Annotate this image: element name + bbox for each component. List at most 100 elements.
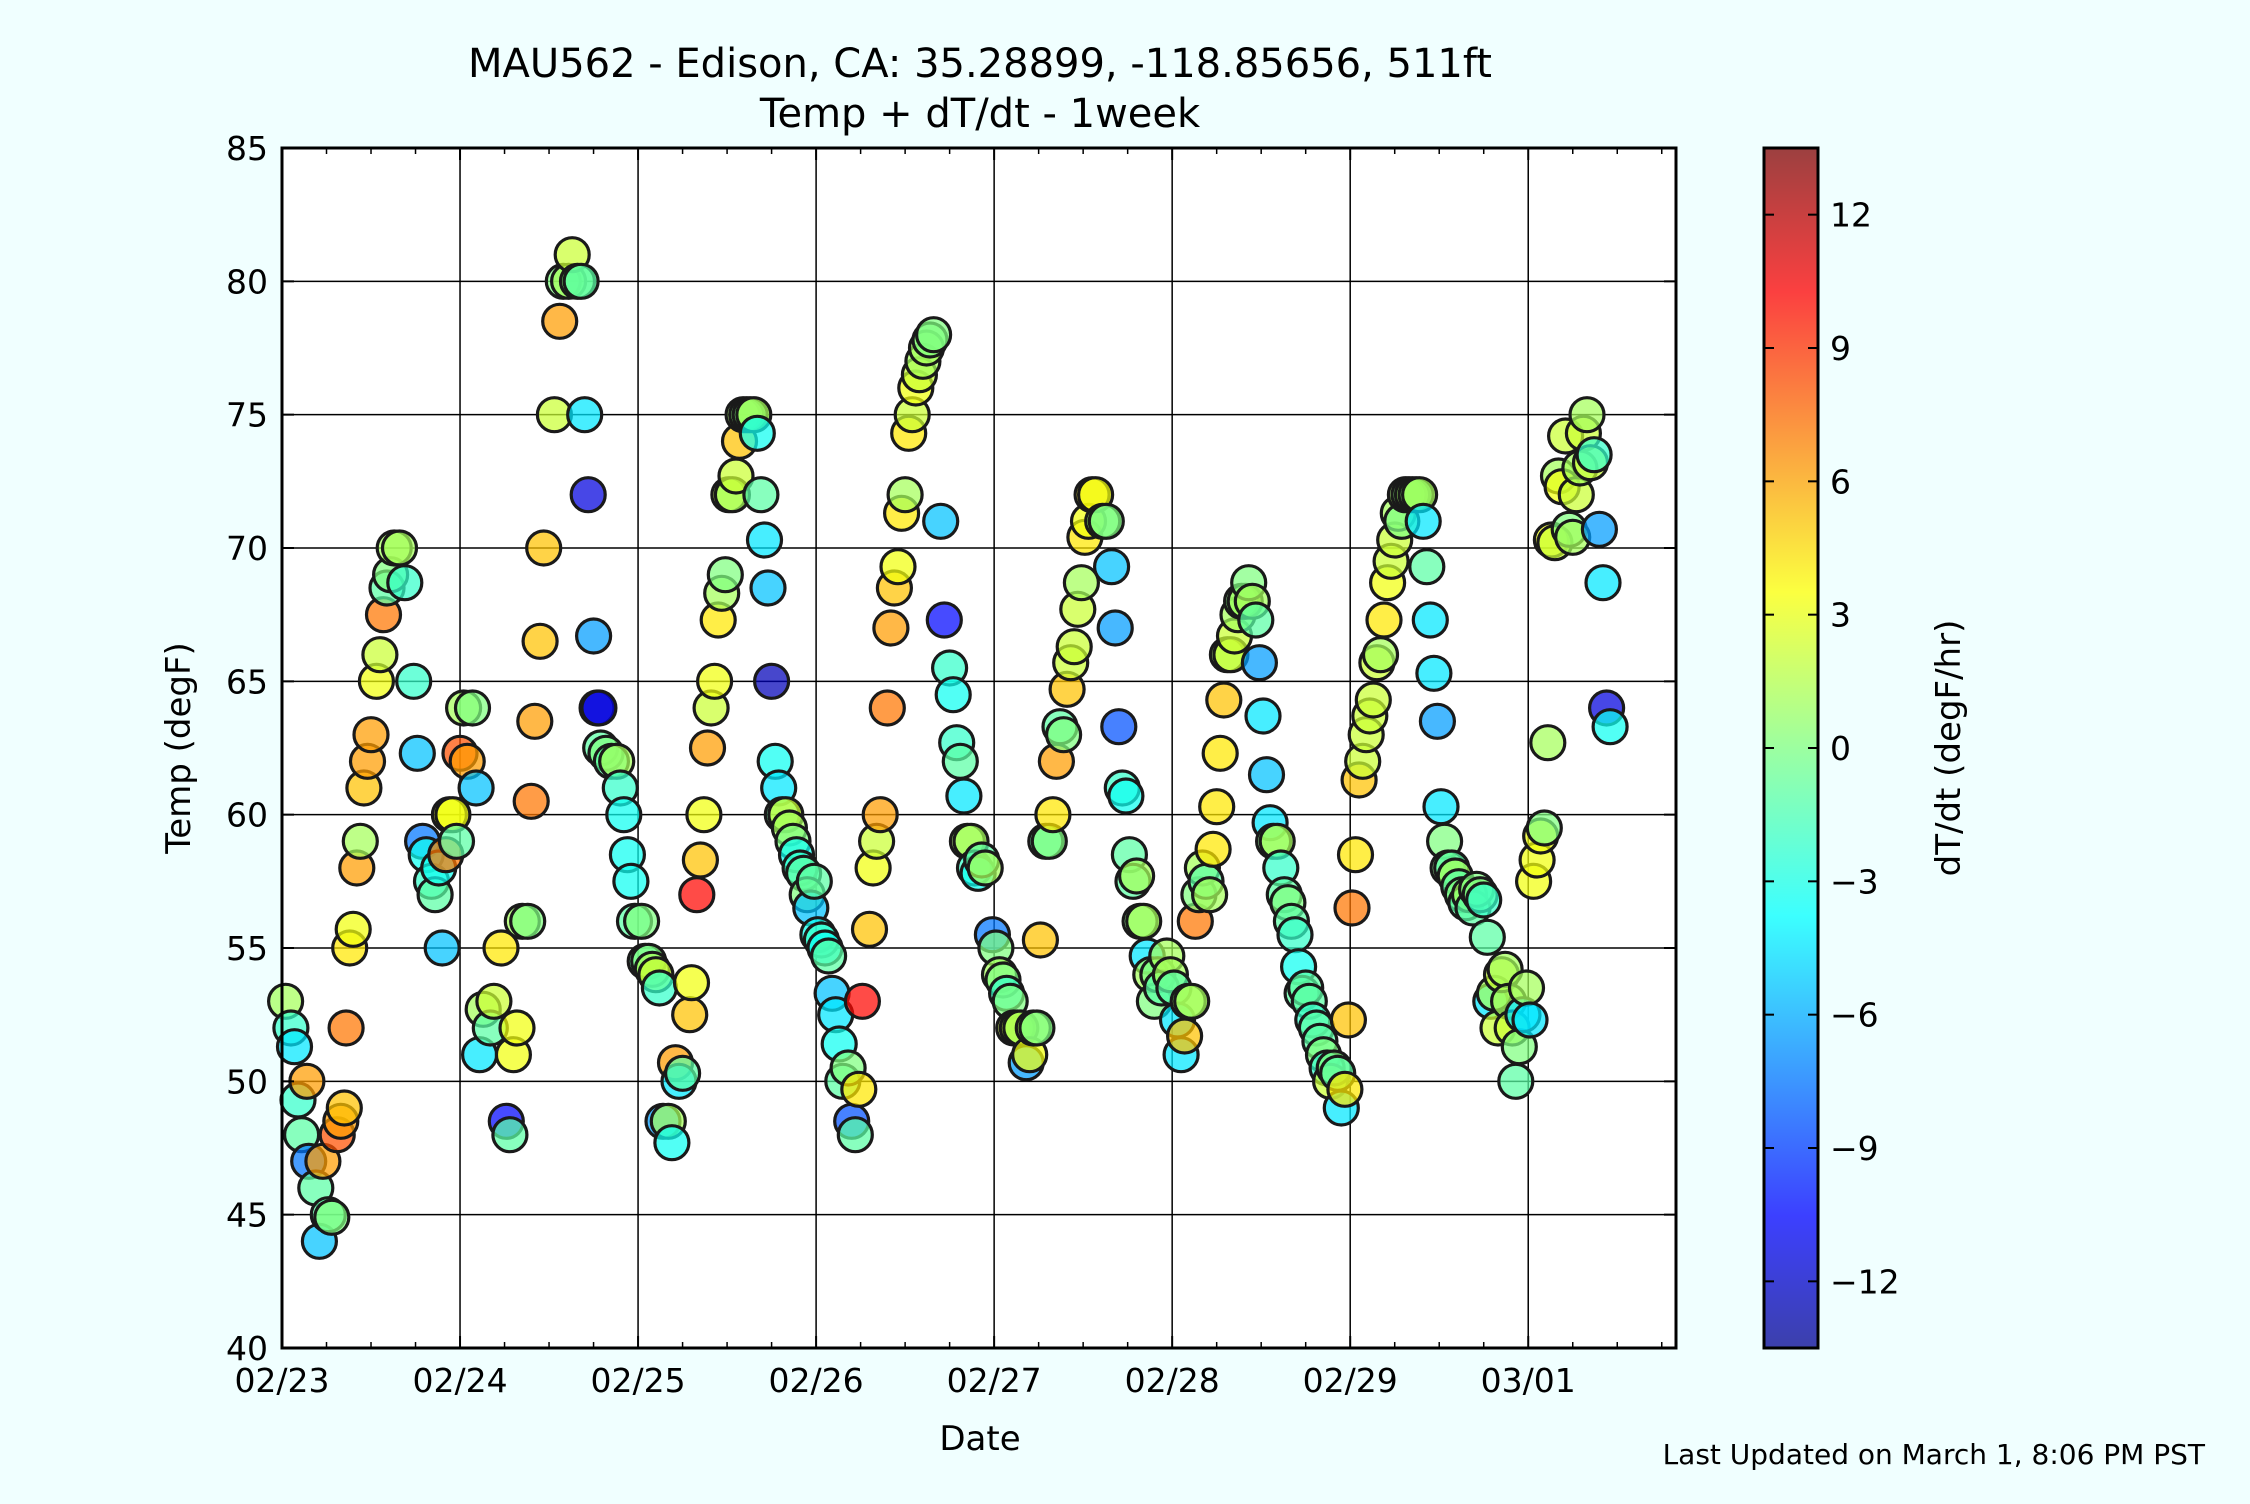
y-tick-label: 40 [226,1329,268,1368]
scatter-point [868,689,906,727]
y-tick-label: 85 [226,129,268,168]
scatter-point [1062,564,1101,602]
scatter-point [395,662,433,700]
scatter-point [1096,609,1134,647]
scatter-point [361,636,399,674]
scatter-point [1568,396,1606,434]
scatter-point [1326,1070,1364,1108]
scatter-point [840,1070,878,1108]
scatter-point [1580,510,1619,548]
colorbar-tick-label: 6 [1830,462,1851,501]
x-tick-label: 02/23 [234,1361,329,1400]
scatter-point [605,796,643,834]
scatter-point [1100,708,1138,746]
scatter-points [267,236,1629,1260]
scatter-point [966,849,1004,887]
scatter-point [836,1116,874,1154]
scatter-point [574,617,613,655]
scatter-point [672,964,711,1002]
scatter-point [945,777,983,815]
scatter-point [398,734,436,772]
x-tick-label: 02/25 [591,1361,686,1400]
scatter-point [1591,708,1629,746]
scatter-point [1354,681,1392,719]
x-tick-label: 02/29 [1303,1361,1398,1400]
scatter-point [795,862,833,900]
scatter-point [352,716,390,754]
y-tick-label: 60 [226,796,268,835]
scatter-point [1194,830,1232,868]
scatter-point [1497,1062,1535,1100]
scatter-point [1240,644,1279,682]
scatter-point [925,601,963,639]
scatter-point [566,396,604,434]
x-tick-label: 02/27 [947,1361,1042,1400]
scatter-point [850,910,889,948]
scatter-point [1173,982,1211,1020]
scatter-point [1408,548,1446,586]
scatter-point [1511,1001,1549,1039]
scatter-point [1529,724,1567,762]
scatter-point [1333,889,1371,927]
scatter-point [1525,809,1563,847]
scatter-point [872,609,910,647]
scatter-point [1276,916,1314,954]
scatter-point [1044,716,1083,754]
chart-title: MAU562 - Edison, CA: 35.28899, -118.8565… [468,41,1492,87]
scatter-point [653,1124,691,1162]
scatter-point [498,1009,536,1047]
scatter-point [1404,502,1442,540]
scatter-point [525,529,563,567]
colorbar-tick-label: −12 [1830,1262,1900,1301]
scatter-point [423,929,461,967]
scatter-point [678,876,716,914]
scatter-point [1415,654,1453,692]
scatter-point [491,1116,529,1154]
scatter-point [742,476,780,514]
scatter-point [562,262,600,300]
scatter-point [1422,788,1460,826]
scatter-point [941,742,979,780]
y-tick-label: 70 [226,529,268,568]
scatter-point [1165,1017,1204,1055]
scatter-point [380,529,419,567]
scatter-point [695,662,734,700]
x-axis-label: Date [939,1419,1020,1459]
scatter-point [1411,601,1449,639]
scatter-point [475,982,513,1020]
scatter-point [879,548,917,586]
scatter-point [1087,502,1125,540]
y-tick-label: 80 [226,262,268,301]
scatter-point [685,796,723,834]
scatter-point [886,476,924,514]
scatter-point [749,569,787,607]
scatter-point [843,982,882,1020]
y-axis-label: Temp (degF) [159,642,199,855]
scatter-point [706,556,744,594]
scatter-point [671,996,709,1034]
scatter-point [275,1028,314,1066]
scatter-point [809,937,848,975]
scatter-point [688,729,727,767]
x-tick-label: 02/26 [769,1361,864,1400]
y-tick-label: 50 [226,1062,268,1101]
colorbar-tick-label: −6 [1830,996,1879,1035]
scatter-point [541,302,579,340]
plot-frame [280,146,1678,1350]
scatter-point [1107,777,1145,815]
scatter-point [681,841,720,879]
scatter-point [327,1009,365,1047]
colorbar-tick-label: 3 [1830,596,1851,635]
x-tick-label: 02/24 [412,1361,507,1400]
scatter-point [752,662,791,700]
scatter-point [1584,564,1622,602]
scatter-point [640,969,679,1007]
y-tick-label: 65 [226,662,268,701]
colorbar-tick-label: 12 [1830,196,1872,235]
chart-subtitle: Temp + dT/dt - 1week [759,91,1201,137]
scatter-point [509,902,547,940]
scatter-point [1418,702,1457,740]
scatter-point [1125,902,1163,940]
